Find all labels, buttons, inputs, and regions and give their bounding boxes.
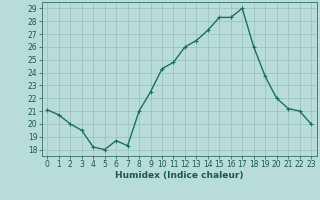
X-axis label: Humidex (Indice chaleur): Humidex (Indice chaleur) [115, 171, 244, 180]
